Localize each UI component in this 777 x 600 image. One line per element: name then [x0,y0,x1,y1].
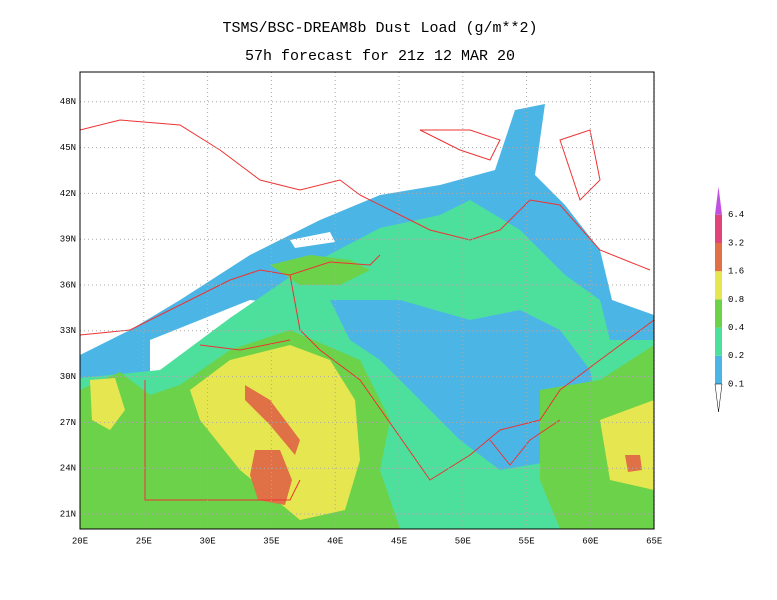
lon-label: 65E [646,536,662,546]
colorbar-label: 6.4 [728,210,744,220]
lat-label: 36N [60,280,76,290]
color-swatch [715,355,722,384]
colorbar-label: 0.1 [728,379,744,389]
lon-label: 55E [518,536,534,546]
colorbar-label: 0.4 [728,323,744,333]
color-swatch [715,243,722,272]
axis-labels: 21N 24N 27N 30N 33N 36N 39N 42N 45N 48N 20E 25E 30E 3… [60,97,663,546]
lon-label: 50E [455,536,471,546]
subtitle: 57h forecast for 21z 12 MAR 20 [245,48,515,65]
lat-label: 45N [60,143,76,153]
lon-label: 40E [327,536,343,546]
lat-label: 48N [60,97,76,107]
lat-label: 39N [60,235,76,245]
lat-label: 24N [60,464,76,474]
map-frame [79,71,655,530]
lon-label: 35E [263,536,279,546]
lat-label: 27N [60,418,76,428]
color-swatch [715,327,722,356]
color-arrow-top [715,186,722,215]
lon-label: 25E [136,536,152,546]
colorbar-label: 0.2 [728,351,744,361]
colorbar-label: 1.6 [728,267,744,277]
dust-field [80,72,654,529]
lon-label: 45E [391,536,407,546]
title: TSMS/BSC-DREAM8b Dust Load (g/m**2) [222,20,537,37]
lat-label: 33N [60,326,76,336]
color-swatch [715,271,722,300]
lon-label: 60E [582,536,598,546]
lat-label: 42N [60,189,76,199]
color-swatch [715,299,722,328]
colorbar: 0.1 0.2 0.4 0.8 1.6 3.2 6.4 [714,186,744,413]
lon-label: 20E [72,536,88,546]
colorbar-label: 0.8 [728,295,744,305]
color-swatch [715,214,722,243]
lat-label: 30N [60,372,76,382]
color-arrow-bottom [714,383,723,413]
colorbar-label: 3.2 [728,238,744,248]
lat-label: 21N [60,509,76,519]
lon-label: 30E [199,536,215,546]
